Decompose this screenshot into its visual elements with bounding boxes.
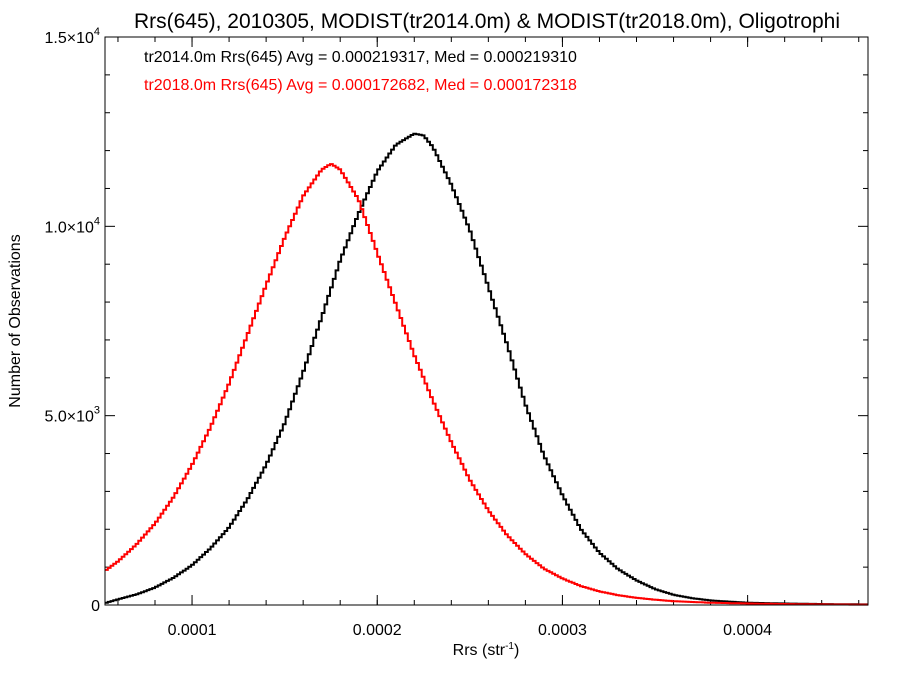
- y-tick-mantissa: 1.0×10: [44, 219, 93, 236]
- axis-ticks: [105, 36, 868, 606]
- x-axis-label-superscript: -1: [505, 641, 514, 652]
- x-tick-labels: 0.0001 0.0002 0.0003 0.0004: [168, 622, 773, 639]
- legend-entry-1: tr2014.0m Rrs(645) Avg = 0.000219317, Me…: [144, 49, 577, 66]
- x-tick-label: 0.0003: [538, 622, 587, 639]
- series-line-2: [105, 163, 868, 606]
- y-tick-exponent: 3: [94, 405, 100, 417]
- y-tick-exponent: 4: [94, 215, 100, 227]
- y-tick-exponent: 4: [94, 26, 100, 38]
- y-tick-mantissa: 5.0×10: [44, 409, 93, 426]
- x-tick-label: 0.0002: [353, 622, 402, 639]
- y-tick-mantissa: 0: [91, 598, 100, 615]
- x-axis-label-end: ): [514, 642, 519, 659]
- x-tick-label: 0.0004: [723, 622, 772, 639]
- y-tick-label: 1.0×104: [44, 215, 100, 236]
- x-axis-label: Rrs (str-1): [453, 641, 520, 659]
- legend: tr2014.0m Rrs(645) Avg = 0.000219317, Me…: [144, 49, 577, 94]
- plot-frame: [104, 36, 869, 606]
- y-tick-label: 0: [91, 598, 100, 615]
- y-axis-label: Number of Observations: [7, 234, 24, 407]
- chart-title: Rrs(645), 2010305, MODIST(tr2014.0m) & M…: [134, 10, 840, 33]
- y-tick-label: 5.0×103: [44, 405, 100, 426]
- y-tick-mantissa: 1.5×10: [44, 30, 93, 47]
- series-layer: [105, 132, 868, 606]
- y-tick-label: 1.5×104: [44, 26, 100, 47]
- legend-entry-2: tr2018.0m Rrs(645) Avg = 0.000172682, Me…: [144, 77, 577, 94]
- series-line-1: [105, 132, 868, 606]
- x-axis-label-text: Rrs (str: [453, 642, 506, 659]
- x-tick-label: 0.0001: [168, 622, 217, 639]
